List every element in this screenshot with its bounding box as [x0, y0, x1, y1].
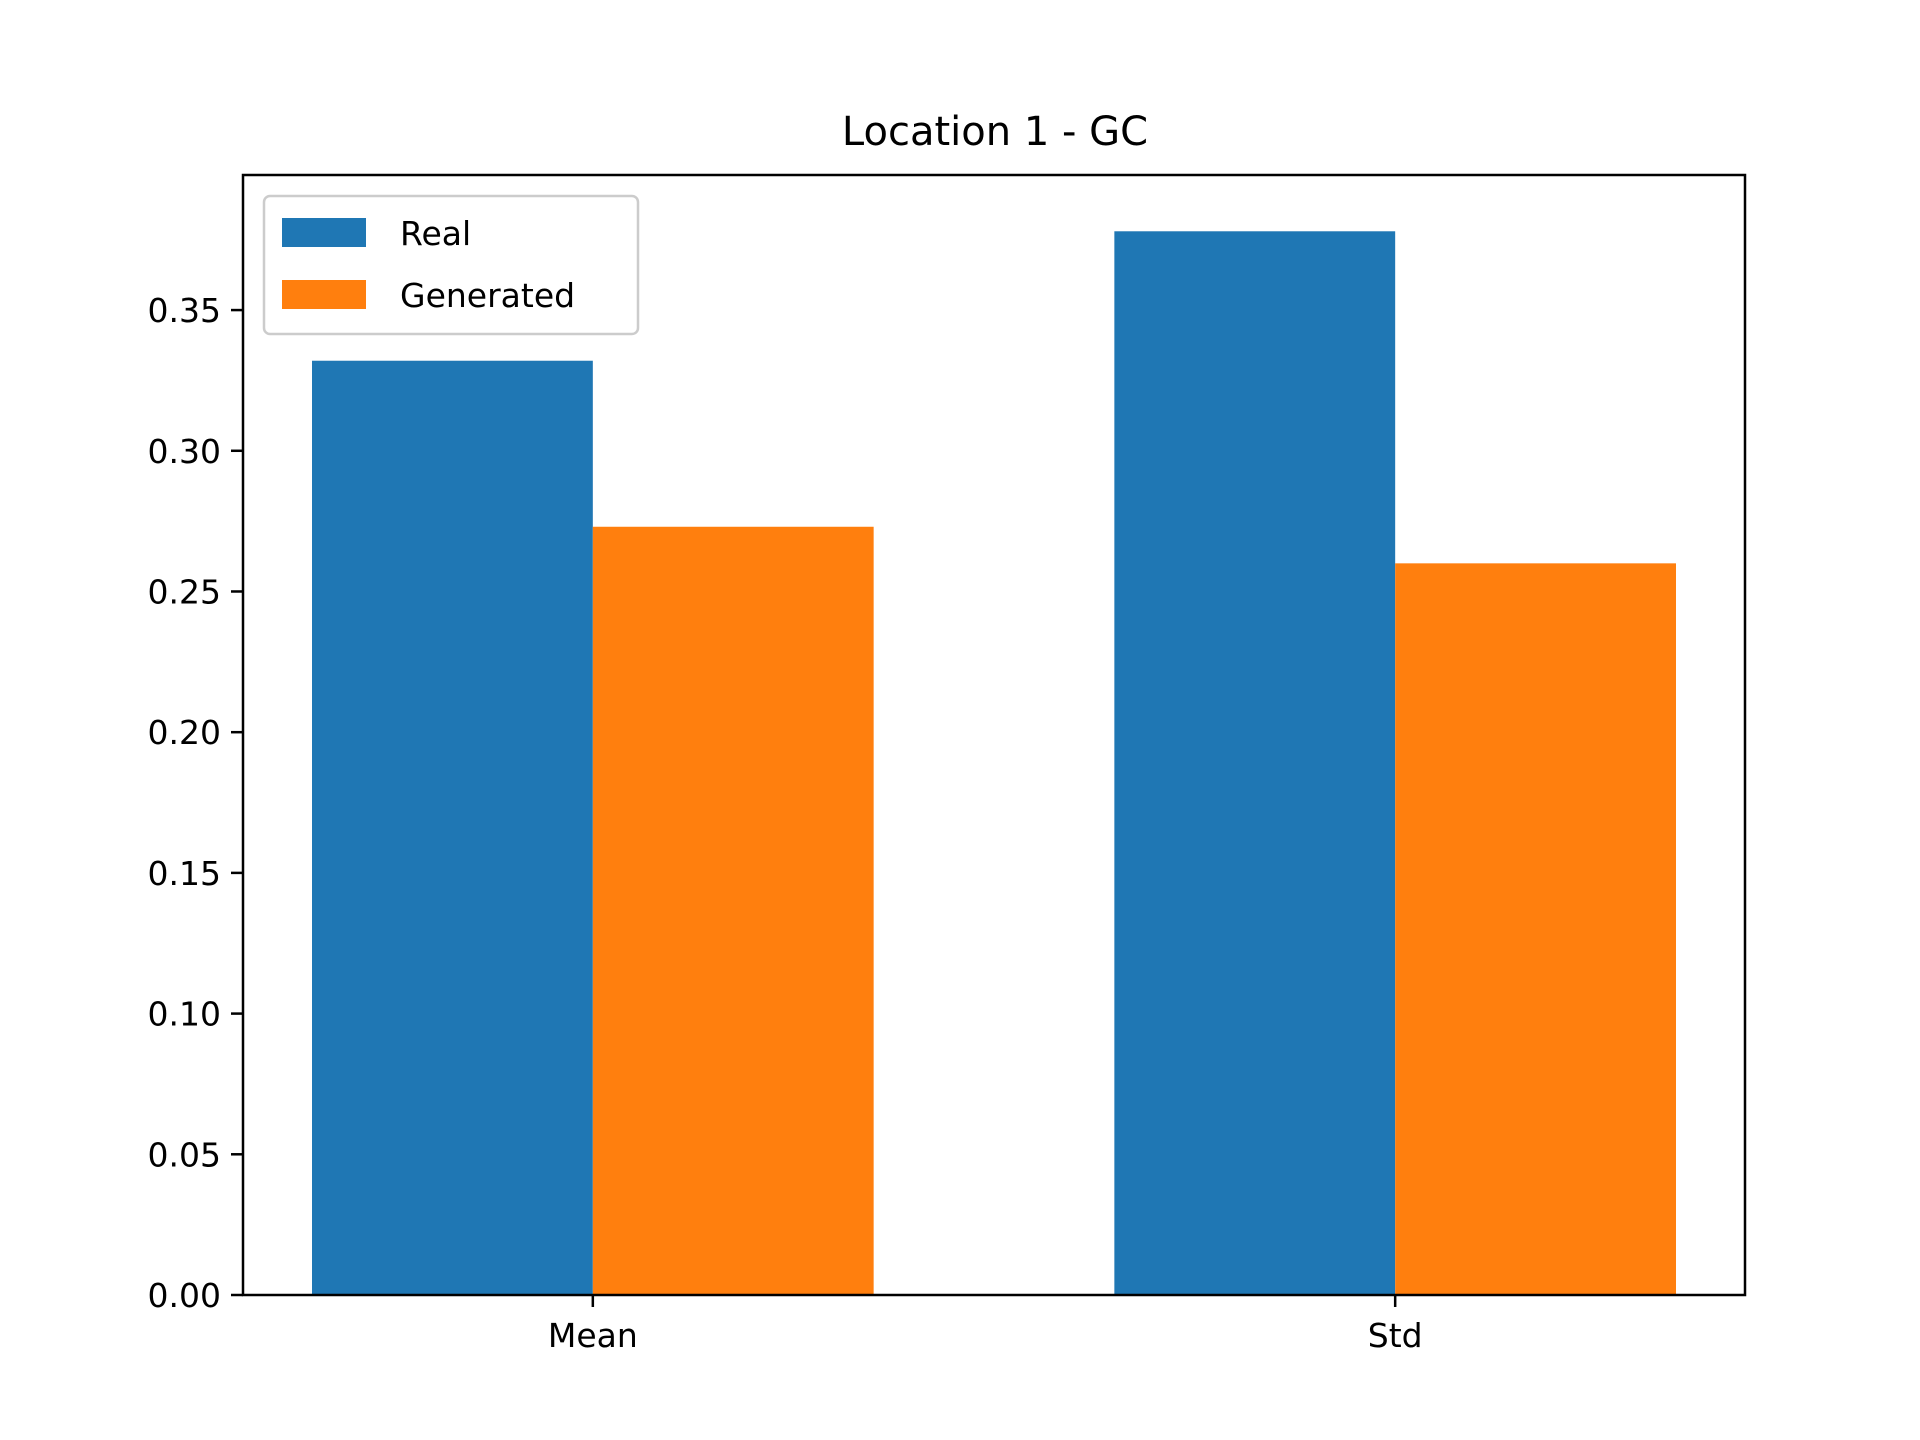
legend-label-real: Real: [400, 214, 471, 253]
plot-frame: [241, 173, 1747, 1297]
legend-swatch-generated: [282, 280, 366, 309]
legend: Real Generated: [262, 194, 640, 336]
y-tick-label: 0.10: [148, 995, 221, 1034]
y-tick-label: 0.20: [148, 713, 221, 752]
y-tick-label: 0.05: [148, 1135, 221, 1174]
bar-real-std: [1114, 231, 1396, 1296]
chart-title: Location 1 - GC: [842, 109, 1148, 155]
bar-generated-mean: [592, 526, 874, 1295]
axes-layer: 0.00 0.05 0.10 0.15 0.20 0.25 0.30 0.35 Mean Std: [148, 173, 1747, 1355]
bar-real-mean: [312, 360, 593, 1295]
bars-layer: [312, 231, 1676, 1296]
legend-swatch-real: [282, 218, 366, 247]
x-tick-label: Std: [1368, 1316, 1423, 1355]
y-tick-label: 0.15: [148, 854, 221, 893]
y-tick-label: 0.00: [148, 1276, 221, 1315]
y-tick-label: 0.25: [148, 572, 221, 611]
legend-label-generated: Generated: [400, 276, 575, 315]
x-tick-label: Mean: [548, 1316, 638, 1355]
y-tick-label: 0.30: [148, 432, 221, 471]
y-tick-label: 0.35: [148, 291, 221, 330]
bar-generated-std: [1395, 563, 1676, 1295]
